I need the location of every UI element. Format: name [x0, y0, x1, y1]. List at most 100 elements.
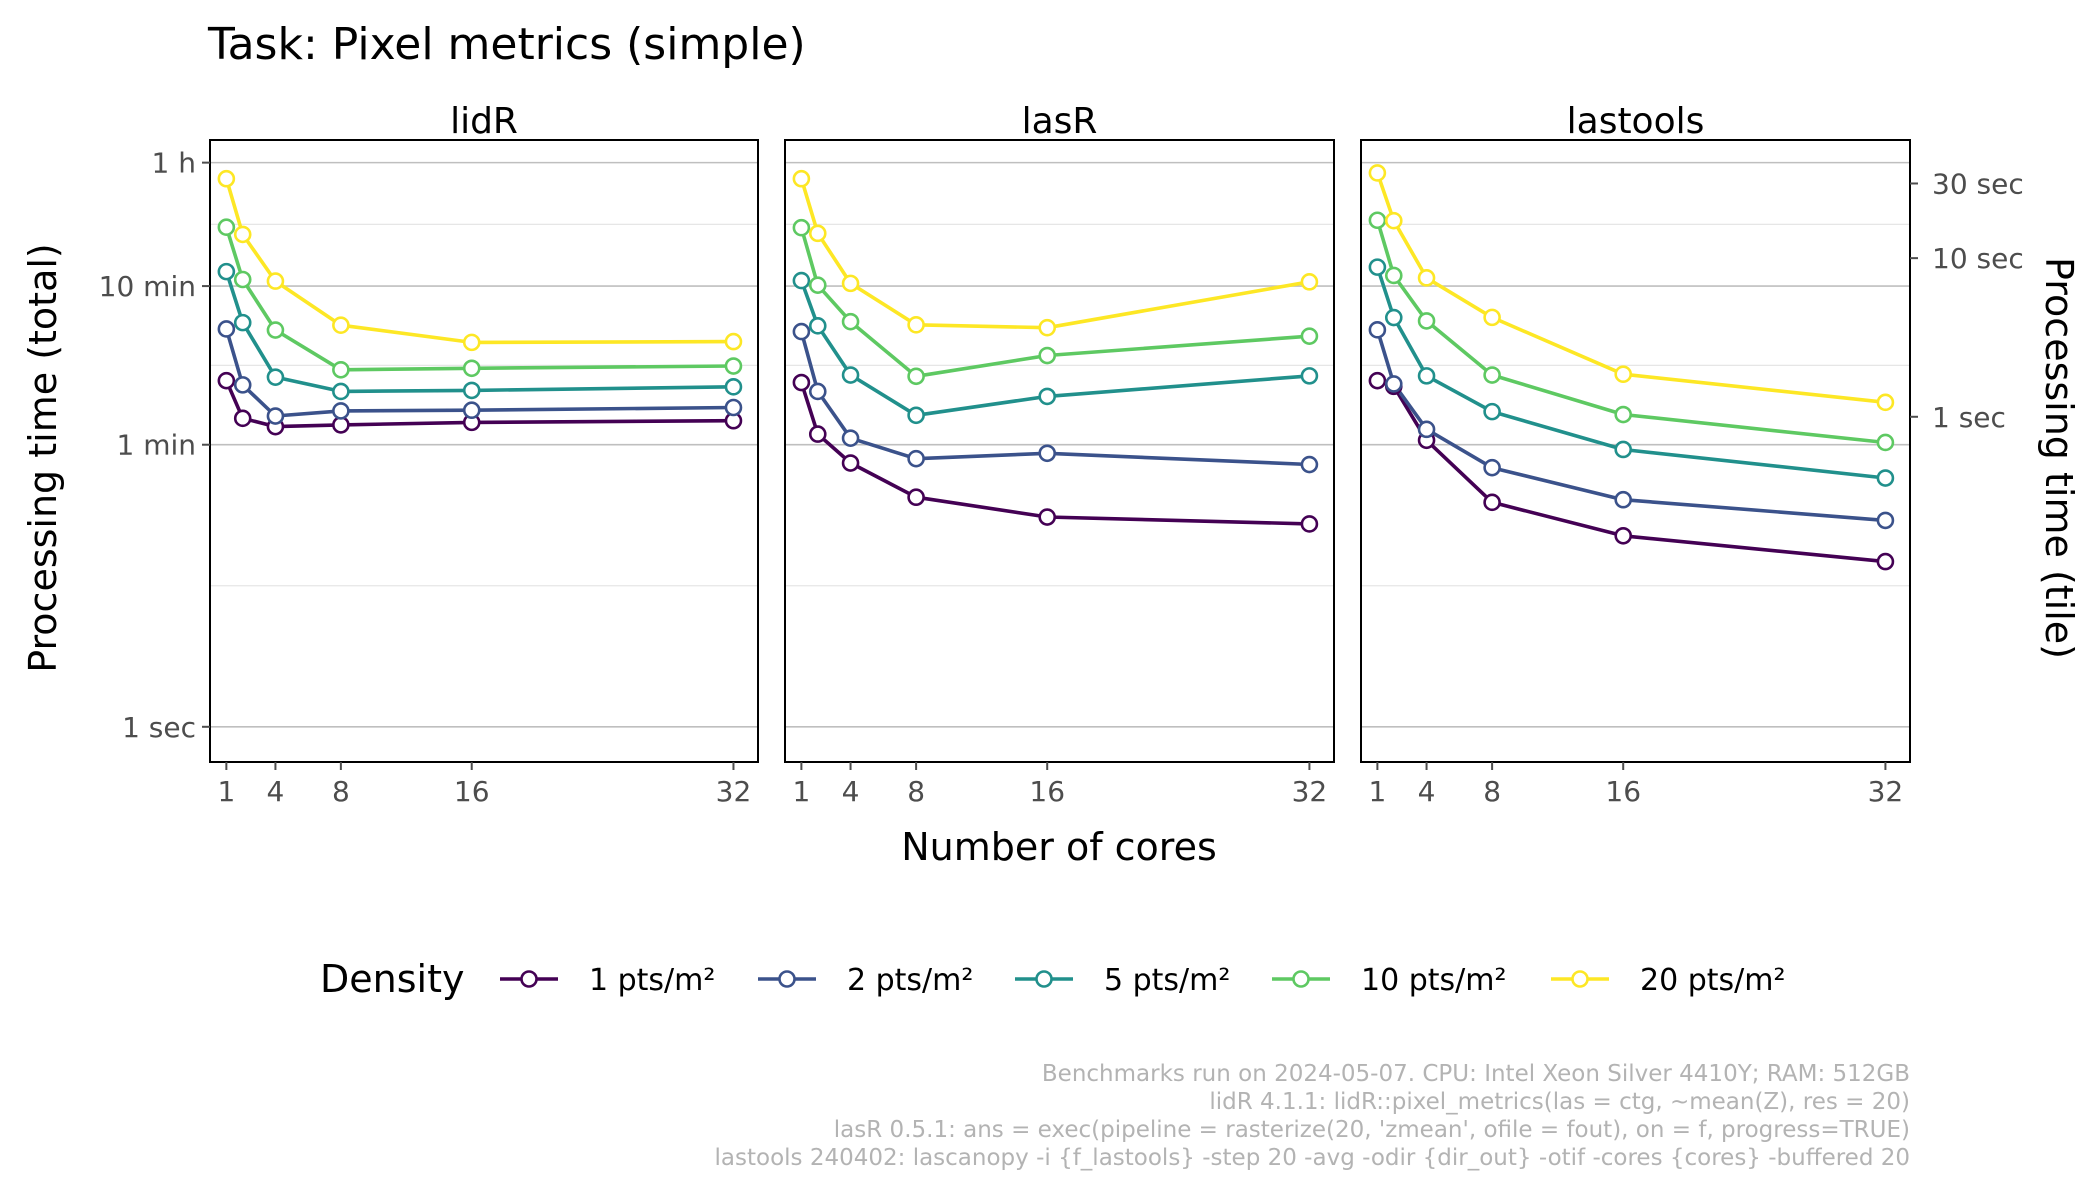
- panel-border: [1360, 139, 1911, 763]
- y-tick-label: 10 min: [99, 270, 196, 303]
- legend-item: 10 pts/m²: [1272, 963, 1507, 998]
- data-point: [1038, 318, 1057, 337]
- data-point: [1368, 211, 1387, 230]
- series-line: [799, 381, 1310, 526]
- x-tick-label: 16: [454, 775, 490, 808]
- legend-item: 20 pts/m²: [1551, 963, 1786, 998]
- data-point: [1300, 515, 1319, 533]
- series-line: [799, 331, 1310, 467]
- x-tick-label: 4: [1418, 775, 1436, 808]
- data-point: [841, 274, 860, 293]
- data-point: [1876, 469, 1895, 487]
- data-point: [1038, 444, 1057, 463]
- data-point: [1368, 371, 1387, 390]
- series-line: [224, 178, 734, 345]
- legend-title: Density: [320, 957, 464, 1001]
- data-point: [1614, 365, 1633, 383]
- series-line: [1375, 219, 1886, 445]
- data-point: [907, 488, 925, 507]
- data-point: [217, 169, 236, 188]
- data-point: [1483, 402, 1501, 421]
- legend-label: 2 pts/m²: [847, 963, 973, 998]
- data-point: [792, 271, 811, 290]
- y-tick-label: 1 min: [116, 429, 196, 462]
- series-line: [799, 178, 1310, 330]
- data-point: [332, 360, 350, 379]
- legend-label: 10 pts/m²: [1361, 963, 1507, 998]
- y-tick-label: 1 sec: [122, 711, 196, 744]
- data-point: [792, 218, 811, 237]
- data-point: [1368, 258, 1387, 276]
- data-point: [1417, 269, 1436, 287]
- data-point: [1614, 440, 1633, 459]
- data-point: [1038, 508, 1057, 526]
- panel-border: [209, 139, 759, 763]
- data-point: [724, 378, 743, 396]
- data-point: [266, 368, 285, 386]
- data-point: [1038, 346, 1057, 365]
- data-point: [841, 454, 860, 472]
- data-point: [1483, 366, 1501, 384]
- panel-label: lasR: [1022, 101, 1098, 142]
- legend-label: 1 pts/m²: [589, 963, 715, 998]
- caption-line: Benchmarks run on 2024-05-07. CPU: Intel…: [1042, 1061, 1910, 1087]
- caption-line: lastools 240402: lascanopy -i {f_lastool…: [715, 1145, 1910, 1171]
- data-point: [808, 224, 827, 243]
- data-point: [724, 357, 743, 375]
- data-point: [233, 409, 252, 428]
- data-point: [1483, 458, 1501, 477]
- data-point: [462, 381, 481, 400]
- legend-key-point: [520, 970, 538, 988]
- data-point: [1614, 490, 1633, 509]
- data-point: [792, 322, 811, 341]
- caption-line: lidR 4.1.1: lidR::pixel_metrics(las = ct…: [1209, 1089, 1910, 1115]
- data-point: [907, 406, 925, 425]
- data-point: [1876, 511, 1895, 530]
- data-point: [217, 320, 236, 338]
- data-point: [808, 317, 827, 335]
- x-tick-label: 8: [332, 775, 350, 808]
- x-axis-title: Number of cores: [901, 825, 1217, 869]
- data-point: [1038, 387, 1057, 406]
- data-point: [907, 316, 925, 334]
- legend-item: 2 pts/m²: [758, 963, 973, 998]
- legend-label: 5 pts/m²: [1104, 963, 1230, 998]
- data-point: [1368, 321, 1387, 339]
- caption-line: lasR 0.5.1: ans = exec(pipeline = raster…: [834, 1117, 1910, 1143]
- panel-border: [784, 139, 1335, 763]
- data-point: [1614, 405, 1633, 424]
- x-tick-label: 32: [1868, 775, 1904, 808]
- x-tick-label: 16: [1605, 775, 1641, 808]
- data-point: [1417, 420, 1436, 439]
- data-point: [792, 169, 811, 188]
- panel-lastools: lastools 1 4 8 16 32 30 sec 10 sec 1 sec: [1360, 101, 2024, 808]
- data-point: [1876, 393, 1895, 412]
- data-point: [462, 401, 481, 420]
- y-tick-label: 1 h: [152, 147, 196, 180]
- data-point: [332, 382, 350, 401]
- data-point: [217, 218, 236, 237]
- data-point: [1300, 327, 1319, 345]
- legend-key-point: [1292, 970, 1310, 988]
- data-point: [462, 333, 481, 352]
- y-axis-title-left: Processing time (total): [21, 243, 65, 672]
- data-point: [217, 262, 236, 281]
- data-point: [332, 402, 350, 420]
- x-tick-label: 16: [1029, 775, 1065, 808]
- data-point: [841, 366, 860, 384]
- data-point: [266, 321, 285, 339]
- series-line: [1375, 266, 1886, 480]
- x-tick-label: 4: [842, 775, 860, 808]
- data-point: [1384, 211, 1403, 230]
- x-tick-label: 8: [907, 775, 925, 808]
- data-point: [808, 382, 827, 401]
- data-point: [841, 429, 860, 447]
- data-point: [1300, 273, 1319, 291]
- data-point: [724, 398, 743, 417]
- data-point: [233, 270, 252, 289]
- series-line: [224, 226, 734, 372]
- y-tick-label-right: 1 sec: [1932, 401, 2006, 434]
- data-point: [332, 316, 350, 335]
- series-line: [224, 271, 734, 394]
